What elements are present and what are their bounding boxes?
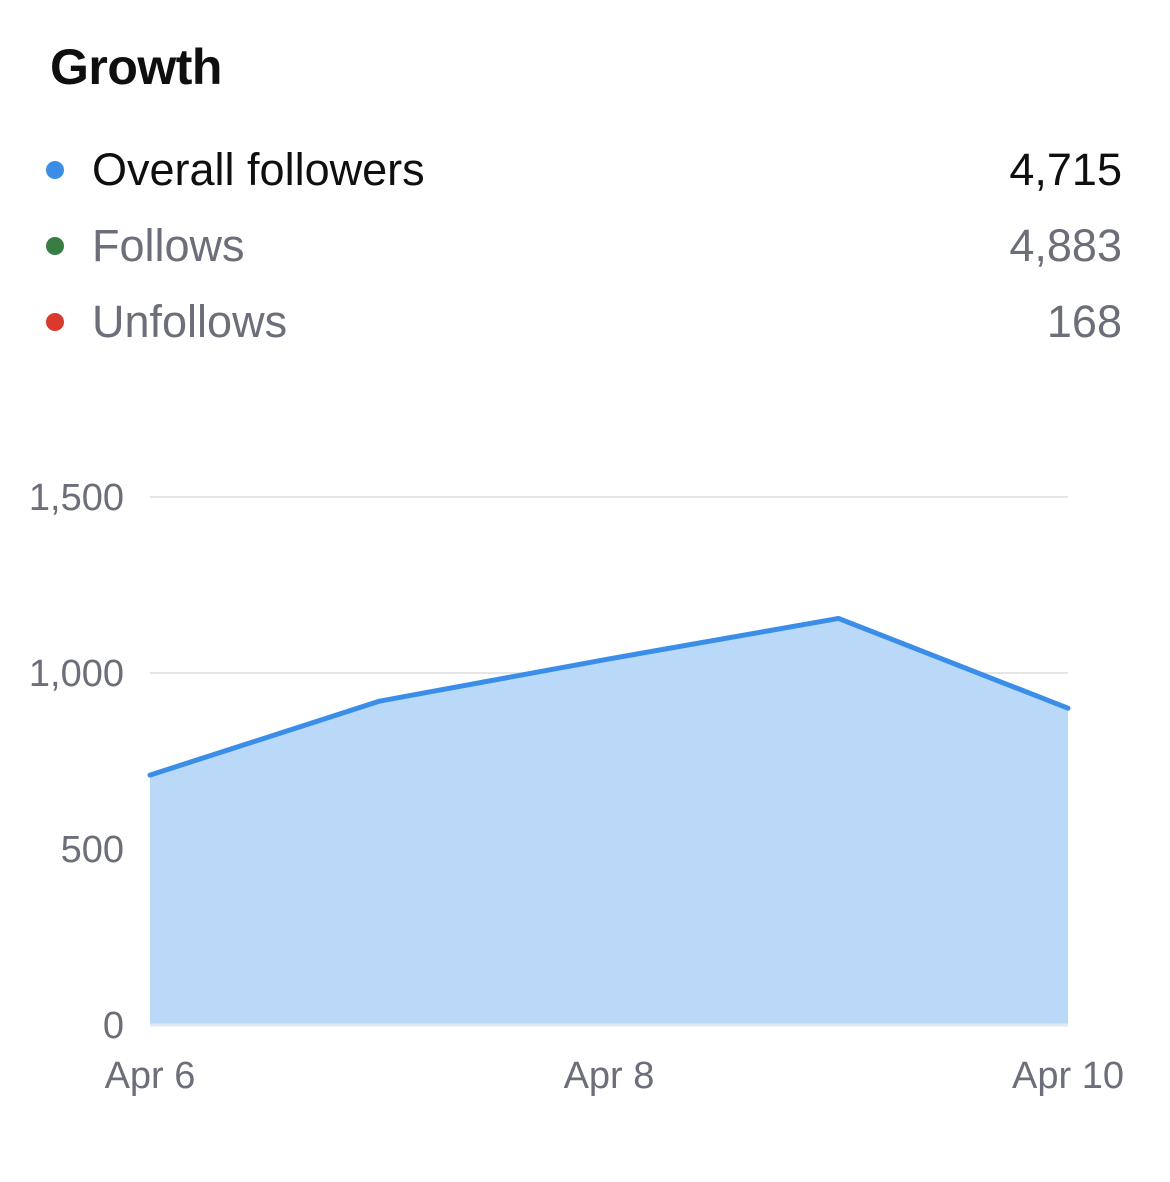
y-tick-label: 1,500 xyxy=(29,477,124,519)
chart-title: Growth xyxy=(50,39,222,95)
legend: Overall followers 4,715 Follows 4,883 Un… xyxy=(46,132,1122,360)
legend-label: Unfollows xyxy=(92,296,288,347)
x-tick-label: Apr 6 xyxy=(105,1055,196,1097)
y-tick-label: 0 xyxy=(103,1005,124,1047)
legend-item-follows: Follows 4,883 xyxy=(46,208,1122,284)
legend-dot-icon xyxy=(46,313,64,331)
x-tick-label: Apr 8 xyxy=(564,1055,655,1097)
legend-value: 4,883 xyxy=(1009,220,1122,271)
y-tick-label: 500 xyxy=(61,829,124,871)
x-tick-label: Apr 10 xyxy=(1012,1055,1124,1097)
legend-dot-icon xyxy=(46,161,64,179)
y-tick-label: 1,000 xyxy=(29,653,124,695)
legend-value: 168 xyxy=(1046,296,1122,347)
series-area-overall-followers xyxy=(150,618,1068,1025)
legend-item-overall-followers: Overall followers 4,715 xyxy=(46,132,1122,208)
legend-label: Follows xyxy=(92,220,245,271)
legend-item-unfollows: Unfollows 168 xyxy=(46,284,1122,360)
legend-dot-icon xyxy=(46,237,64,255)
legend-value: 4,715 xyxy=(1009,144,1122,195)
legend-label: Overall followers xyxy=(92,144,425,195)
